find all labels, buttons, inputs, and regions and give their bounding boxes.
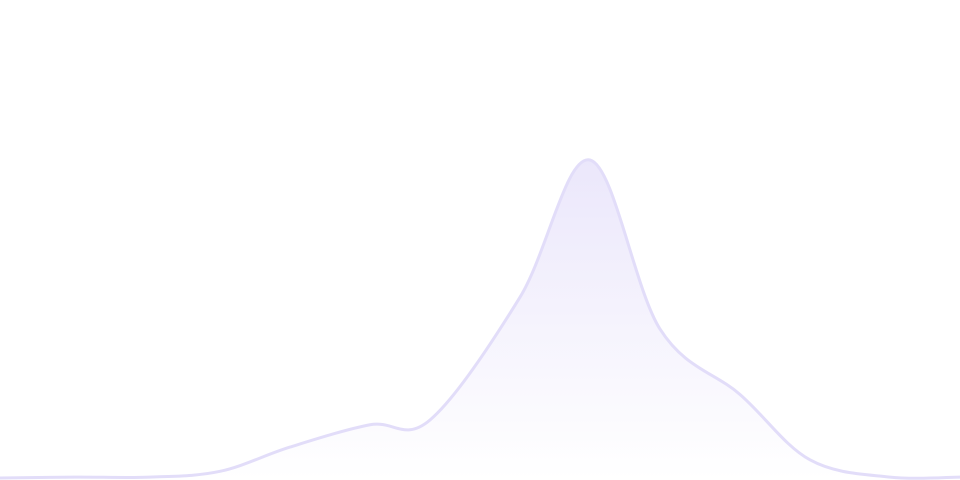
series-line xyxy=(0,158,960,480)
area-fill xyxy=(0,159,960,480)
